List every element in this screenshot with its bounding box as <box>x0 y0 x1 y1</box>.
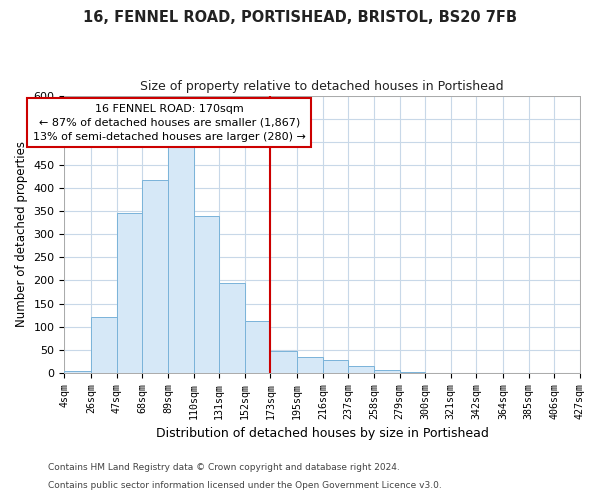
Bar <box>374 370 400 373</box>
Bar <box>219 283 245 373</box>
Bar <box>323 360 349 373</box>
Bar <box>400 372 425 373</box>
Bar <box>117 214 142 373</box>
X-axis label: Distribution of detached houses by size in Portishead: Distribution of detached houses by size … <box>156 427 488 440</box>
Bar <box>297 357 323 373</box>
Title: Size of property relative to detached houses in Portishead: Size of property relative to detached ho… <box>140 80 504 93</box>
Bar <box>91 318 117 373</box>
Y-axis label: Number of detached properties: Number of detached properties <box>15 141 28 327</box>
Bar <box>168 146 194 373</box>
Text: 16 FENNEL ROAD: 170sqm
← 87% of detached houses are smaller (1,867)
13% of semi-: 16 FENNEL ROAD: 170sqm ← 87% of detached… <box>33 104 305 142</box>
Bar <box>245 320 271 373</box>
Text: 16, FENNEL ROAD, PORTISHEAD, BRISTOL, BS20 7FB: 16, FENNEL ROAD, PORTISHEAD, BRISTOL, BS… <box>83 10 517 25</box>
Text: Contains HM Land Registry data © Crown copyright and database right 2024.: Contains HM Land Registry data © Crown c… <box>48 464 400 472</box>
Bar <box>64 370 91 373</box>
Bar <box>349 366 374 373</box>
Bar <box>271 351 297 373</box>
Text: Contains public sector information licensed under the Open Government Licence v3: Contains public sector information licen… <box>48 481 442 490</box>
Bar <box>194 216 219 373</box>
Bar <box>142 180 168 373</box>
